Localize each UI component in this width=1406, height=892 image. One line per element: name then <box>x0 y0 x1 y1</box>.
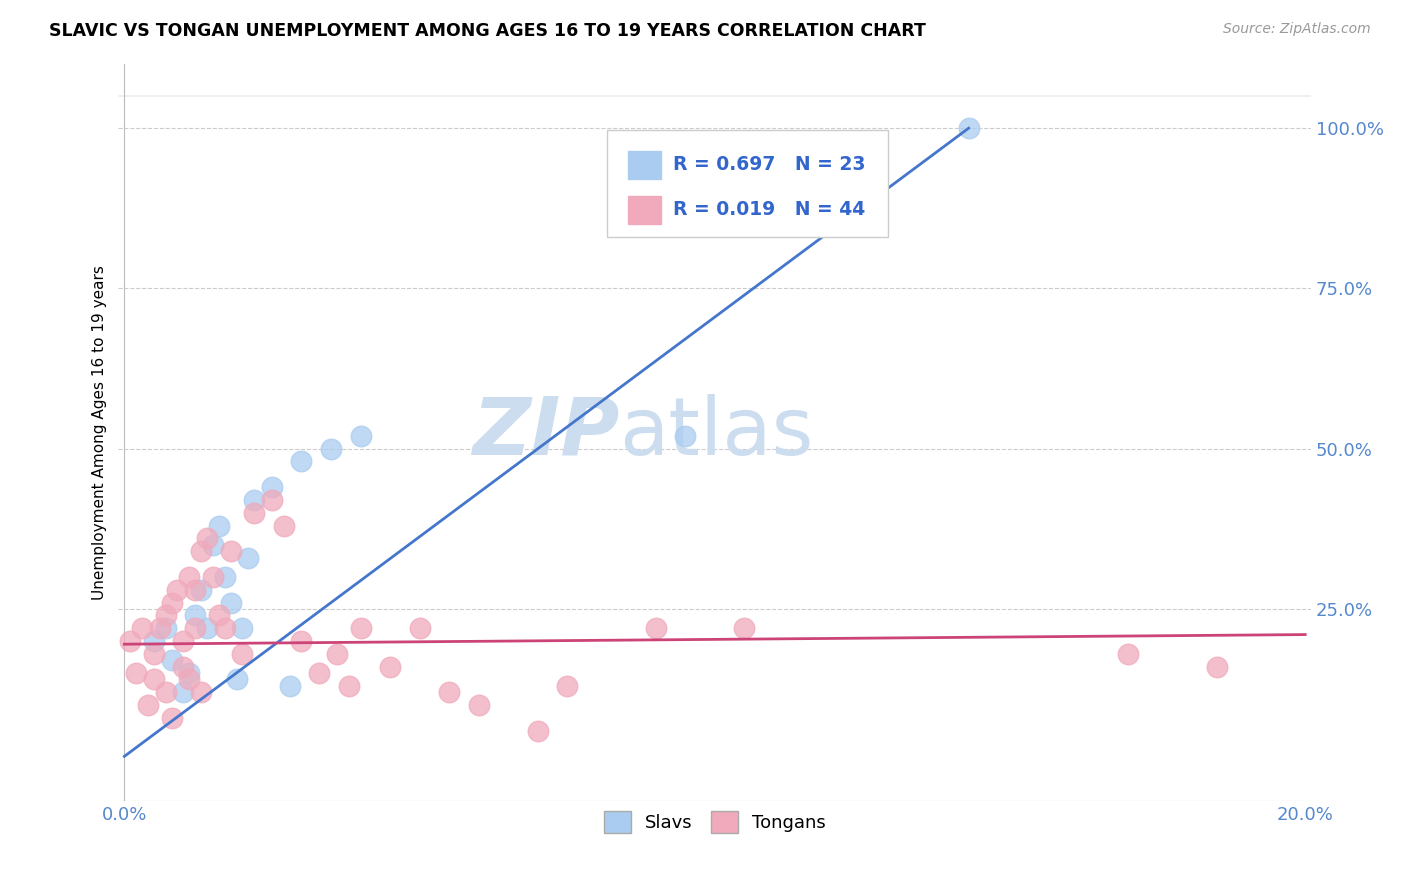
Point <box>172 634 194 648</box>
Point <box>214 570 236 584</box>
Text: R = 0.019   N = 44: R = 0.019 N = 44 <box>673 200 865 219</box>
Point <box>214 621 236 635</box>
Point <box>308 666 330 681</box>
Point <box>190 582 212 597</box>
Point <box>184 621 207 635</box>
Point <box>160 711 183 725</box>
Text: Source: ZipAtlas.com: Source: ZipAtlas.com <box>1223 22 1371 37</box>
Y-axis label: Unemployment Among Ages 16 to 19 years: Unemployment Among Ages 16 to 19 years <box>93 265 107 600</box>
Point <box>184 582 207 597</box>
Point <box>260 480 283 494</box>
Point <box>219 595 242 609</box>
Point <box>172 659 194 673</box>
Point <box>179 570 201 584</box>
Point <box>160 653 183 667</box>
Point <box>125 666 148 681</box>
Legend: Slavs, Tongans: Slavs, Tongans <box>596 804 834 840</box>
Point <box>201 570 224 584</box>
Text: ZIP: ZIP <box>472 393 620 472</box>
Point <box>155 608 177 623</box>
Point <box>142 647 165 661</box>
Point <box>243 492 266 507</box>
Point <box>155 621 177 635</box>
Point <box>349 429 371 443</box>
Point <box>673 429 696 443</box>
Point <box>201 538 224 552</box>
Point <box>260 492 283 507</box>
Point <box>408 621 430 635</box>
Point <box>155 685 177 699</box>
Point <box>349 621 371 635</box>
Bar <box>627 195 661 224</box>
Point <box>243 506 266 520</box>
Point <box>467 698 489 712</box>
Point <box>290 634 312 648</box>
Point <box>190 685 212 699</box>
Point <box>219 544 242 558</box>
Point <box>166 582 188 597</box>
Point <box>208 518 231 533</box>
Point <box>195 532 218 546</box>
Point <box>290 454 312 468</box>
Point <box>195 621 218 635</box>
Point <box>437 685 460 699</box>
Text: atlas: atlas <box>620 393 814 472</box>
Point <box>326 647 349 661</box>
FancyBboxPatch shape <box>607 130 887 237</box>
Point <box>526 723 548 738</box>
Point <box>1205 659 1227 673</box>
Point <box>337 679 360 693</box>
Point <box>733 621 755 635</box>
Point <box>208 608 231 623</box>
Point <box>278 679 301 693</box>
Point <box>225 673 247 687</box>
Point <box>555 679 578 693</box>
Point <box>179 673 201 687</box>
Point <box>378 659 401 673</box>
Point <box>142 673 165 687</box>
Point <box>184 608 207 623</box>
Point <box>231 621 253 635</box>
Point <box>238 550 260 565</box>
Point <box>231 647 253 661</box>
Point <box>136 698 159 712</box>
Point <box>149 621 172 635</box>
Point <box>957 121 980 136</box>
Point <box>160 595 183 609</box>
Bar <box>627 151 661 179</box>
Point <box>319 442 342 456</box>
Text: R = 0.697   N = 23: R = 0.697 N = 23 <box>673 155 866 174</box>
Point <box>1116 647 1139 661</box>
Point <box>190 544 212 558</box>
Point <box>172 685 194 699</box>
Point <box>120 634 142 648</box>
Point <box>644 621 666 635</box>
Point <box>273 518 295 533</box>
Text: SLAVIC VS TONGAN UNEMPLOYMENT AMONG AGES 16 TO 19 YEARS CORRELATION CHART: SLAVIC VS TONGAN UNEMPLOYMENT AMONG AGES… <box>49 22 927 40</box>
Point <box>179 666 201 681</box>
Point <box>131 621 153 635</box>
Point <box>142 634 165 648</box>
